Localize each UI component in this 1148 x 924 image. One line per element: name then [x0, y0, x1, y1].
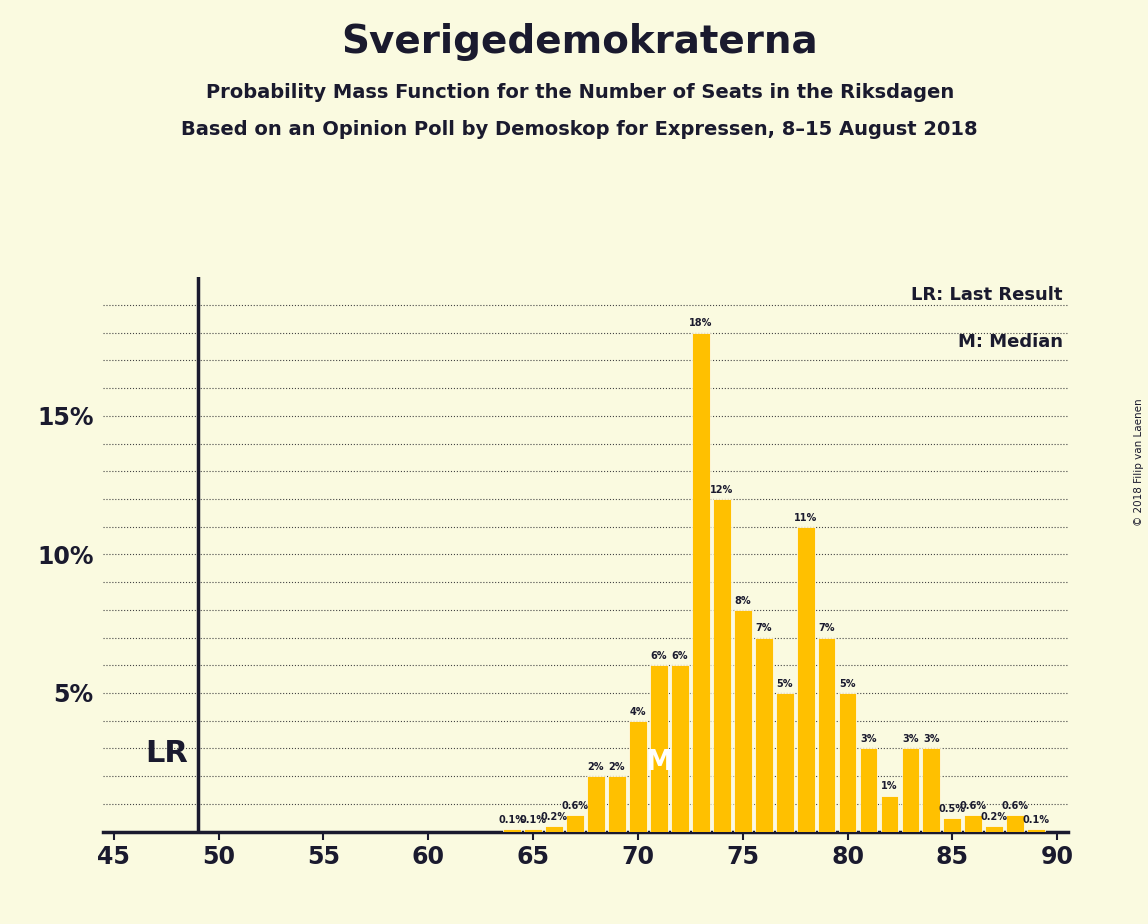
Text: 5%: 5%: [776, 679, 793, 689]
Bar: [923, 748, 940, 832]
Text: 0.1%: 0.1%: [520, 815, 546, 824]
Text: 2%: 2%: [588, 762, 604, 772]
Text: LR: Last Result: LR: Last Result: [912, 286, 1063, 303]
Bar: [860, 748, 877, 832]
Text: M: M: [645, 748, 673, 776]
Bar: [734, 610, 752, 832]
Text: 7%: 7%: [819, 624, 835, 634]
Text: 3%: 3%: [860, 735, 877, 745]
Text: 0.2%: 0.2%: [541, 812, 567, 822]
Text: 6%: 6%: [651, 651, 667, 662]
Text: Probability Mass Function for the Number of Seats in the Riksdagen: Probability Mass Function for the Number…: [205, 83, 954, 103]
Bar: [754, 638, 773, 832]
Bar: [776, 693, 793, 832]
Text: 3%: 3%: [902, 735, 918, 745]
Bar: [503, 829, 521, 832]
Text: Sverigedemokraterna: Sverigedemokraterna: [341, 23, 819, 61]
Bar: [797, 527, 815, 832]
Bar: [964, 815, 983, 832]
Text: M: Median: M: Median: [957, 333, 1063, 350]
Text: 0.6%: 0.6%: [960, 801, 987, 811]
Text: 12%: 12%: [711, 485, 734, 495]
Text: LR: LR: [145, 739, 187, 769]
Bar: [901, 748, 920, 832]
Bar: [838, 693, 856, 832]
Text: 0.1%: 0.1%: [1023, 815, 1049, 824]
Bar: [985, 826, 1003, 832]
Bar: [881, 796, 899, 832]
Bar: [944, 818, 961, 832]
Bar: [545, 826, 563, 832]
Bar: [608, 776, 626, 832]
Bar: [525, 829, 542, 832]
Text: Based on an Opinion Poll by Demoskop for Expressen, 8–15 August 2018: Based on an Opinion Poll by Demoskop for…: [181, 120, 978, 140]
Text: 2%: 2%: [608, 762, 626, 772]
Bar: [587, 776, 605, 832]
Bar: [692, 333, 709, 832]
Text: 0.5%: 0.5%: [939, 804, 965, 813]
Text: 3%: 3%: [923, 735, 939, 745]
Text: 8%: 8%: [735, 596, 751, 606]
Text: 7%: 7%: [755, 624, 771, 634]
Bar: [713, 499, 730, 832]
Bar: [650, 665, 668, 832]
Bar: [670, 665, 689, 832]
Bar: [817, 638, 836, 832]
Bar: [1007, 815, 1024, 832]
Bar: [566, 815, 584, 832]
Text: 11%: 11%: [794, 513, 817, 522]
Text: 1%: 1%: [882, 782, 898, 791]
Text: 4%: 4%: [629, 707, 646, 717]
Bar: [629, 721, 646, 832]
Text: 0.6%: 0.6%: [561, 801, 589, 811]
Text: 5%: 5%: [839, 679, 855, 689]
Text: 6%: 6%: [672, 651, 688, 662]
Text: 18%: 18%: [689, 319, 713, 328]
Text: © 2018 Filip van Laenen: © 2018 Filip van Laenen: [1134, 398, 1143, 526]
Bar: [1027, 829, 1045, 832]
Text: 0.1%: 0.1%: [498, 815, 526, 824]
Text: 0.2%: 0.2%: [980, 812, 1008, 822]
Text: 0.6%: 0.6%: [1002, 801, 1029, 811]
